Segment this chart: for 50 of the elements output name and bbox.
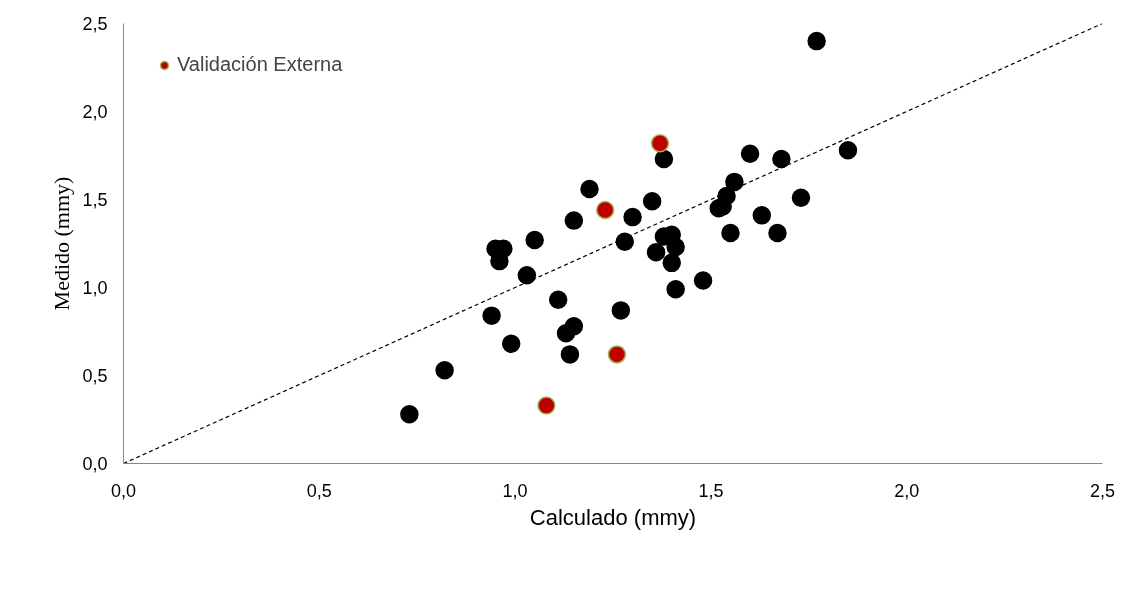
x-tick-label: 2,5 [1089,480,1116,501]
point [654,149,674,169]
point [666,280,685,299]
point [752,206,772,225]
point [623,207,642,227]
y-tick-label: 0,5 [82,366,108,386]
point [791,188,811,207]
point [607,345,627,364]
point [693,271,713,290]
point [537,396,556,415]
point [717,186,736,206]
x-tick-label: 0,0 [110,480,137,501]
point [615,232,634,251]
x-tick-label: 1,0 [502,480,528,501]
y-axis-title: Medido (mmy) [49,176,75,311]
point [560,345,580,364]
legend-label: Validación Externa [177,53,343,76]
point [772,149,791,169]
point [721,223,740,243]
point [400,404,419,424]
point [807,31,826,51]
point [642,192,662,211]
y-tick-label: 1,5 [82,190,108,210]
y-tick-label: 0,0 [82,454,108,474]
point [725,172,744,192]
x-axis-title: Calculado (mmy) [529,504,697,530]
point [646,243,666,262]
y-tick-label: 1,0 [82,278,108,298]
x-tick-label: 0,5 [306,480,332,501]
point [662,253,681,273]
y-tick-label: 2,0 [82,102,108,122]
x-tick-label: 1,5 [698,480,724,501]
point [501,334,521,354]
point [768,223,787,243]
point [580,179,599,199]
point [650,133,670,153]
point [838,140,858,160]
y-tick-label: 2,5 [82,14,108,34]
point [482,306,501,325]
point [517,265,537,285]
point [435,360,454,380]
point [525,230,544,250]
point [611,301,631,320]
point [740,144,760,163]
point [564,316,584,336]
x-tick-label: 2,0 [894,480,920,501]
point [548,290,568,310]
point [564,211,584,230]
point [666,237,685,257]
point [595,200,615,220]
